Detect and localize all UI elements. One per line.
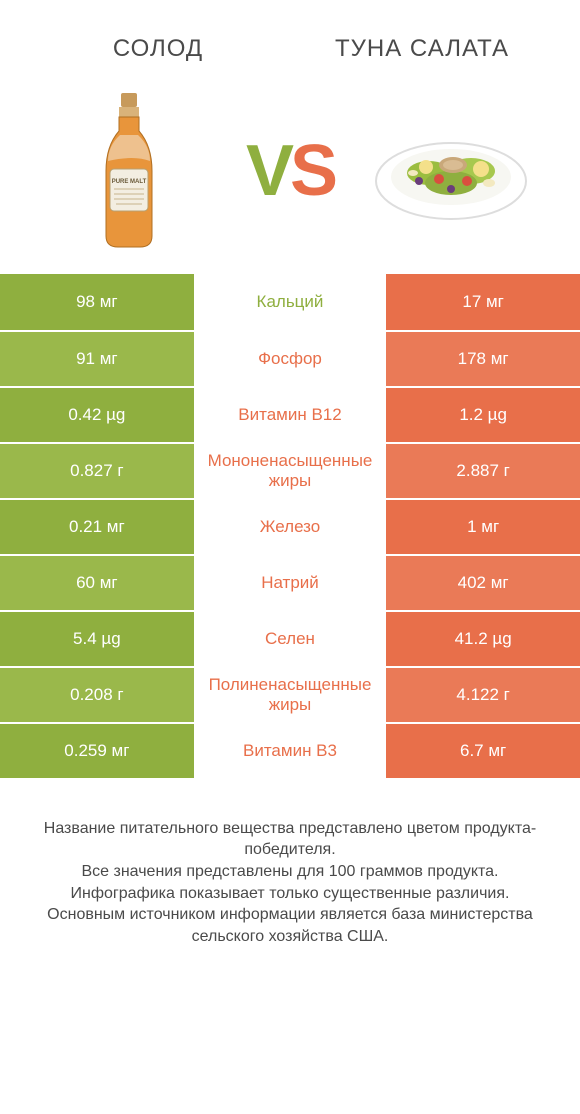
table-row: 60 мгНатрий402 мг: [0, 554, 580, 610]
nutrient-left-value: 0.208 г: [0, 668, 194, 722]
footer-line-3: Инфографика показывает только существенн…: [25, 883, 555, 905]
table-row: 98 мгКальций17 мг: [0, 274, 580, 330]
nutrient-left-value: 0.21 мг: [0, 500, 194, 554]
footer-line-1: Название питательного вещества представл…: [25, 818, 555, 861]
nutrient-right-value: 17 мг: [386, 274, 580, 330]
nutrient-right-value: 1 мг: [386, 500, 580, 554]
nutrient-left-value: 5.4 µg: [0, 612, 194, 666]
nutrient-left-value: 0.259 мг: [0, 724, 194, 778]
nutrient-name: Полиненасыщенные жиры: [194, 668, 387, 722]
table-row: 91 мгФосфор178 мг: [0, 330, 580, 386]
nutrient-name: Фосфор: [194, 332, 387, 386]
nutrient-name: Натрий: [194, 556, 387, 610]
header-left-title: СОЛОД: [50, 35, 266, 64]
vs-s: S: [290, 131, 334, 211]
nutrient-left-value: 0.827 г: [0, 444, 194, 498]
nutrient-name: Кальций: [194, 274, 387, 330]
nutrient-right-value: 4.122 г: [386, 668, 580, 722]
table-row: 5.4 µgСелен41.2 µg: [0, 610, 580, 666]
header: СОЛОД ТУНА САЛАТА: [0, 0, 580, 74]
footer: Название питательного вещества представл…: [0, 778, 580, 968]
salad-plate-icon: [371, 111, 531, 231]
vs-label: VS: [246, 130, 334, 212]
nutrient-left-value: 91 мг: [0, 332, 194, 386]
images-row: PURE MALT VS: [0, 74, 580, 274]
nutrient-right-value: 41.2 µg: [386, 612, 580, 666]
product-left-image: PURE MALT: [49, 91, 209, 251]
nutrient-left-value: 60 мг: [0, 556, 194, 610]
table-row: 0.208 гПолиненасыщенные жиры4.122 г: [0, 666, 580, 722]
nutrient-right-value: 2.887 г: [386, 444, 580, 498]
nutrient-table: 98 мгКальций17 мг91 мгФосфор178 мг0.42 µ…: [0, 274, 580, 778]
nutrient-name: Селен: [194, 612, 387, 666]
nutrient-right-value: 1.2 µg: [386, 388, 580, 442]
table-row: 0.827 гМононенасыщенные жиры2.887 г: [0, 442, 580, 498]
product-right-image: [371, 91, 531, 251]
table-row: 0.259 мгВитамин B36.7 мг: [0, 722, 580, 778]
nutrient-name: Железо: [194, 500, 387, 554]
nutrient-right-value: 178 мг: [386, 332, 580, 386]
footer-line-2: Все значения представлены для 100 граммо…: [25, 861, 555, 883]
bottle-icon: PURE MALT: [94, 91, 164, 251]
nutrient-right-value: 402 мг: [386, 556, 580, 610]
nutrient-name: Витамин B3: [194, 724, 387, 778]
vs-v: V: [246, 131, 290, 211]
nutrient-left-value: 98 мг: [0, 274, 194, 330]
table-row: 0.42 µgВитамин B121.2 µg: [0, 386, 580, 442]
svg-text:PURE MALT: PURE MALT: [111, 179, 146, 185]
header-right-title: ТУНА САЛАТА: [314, 35, 530, 64]
footer-line-4: Основным источником информации является …: [25, 904, 555, 947]
nutrient-name: Витамин B12: [194, 388, 387, 442]
nutrient-name: Мононенасыщенные жиры: [194, 444, 387, 498]
nutrient-right-value: 6.7 мг: [386, 724, 580, 778]
nutrient-left-value: 0.42 µg: [0, 388, 194, 442]
table-row: 0.21 мгЖелезо1 мг: [0, 498, 580, 554]
